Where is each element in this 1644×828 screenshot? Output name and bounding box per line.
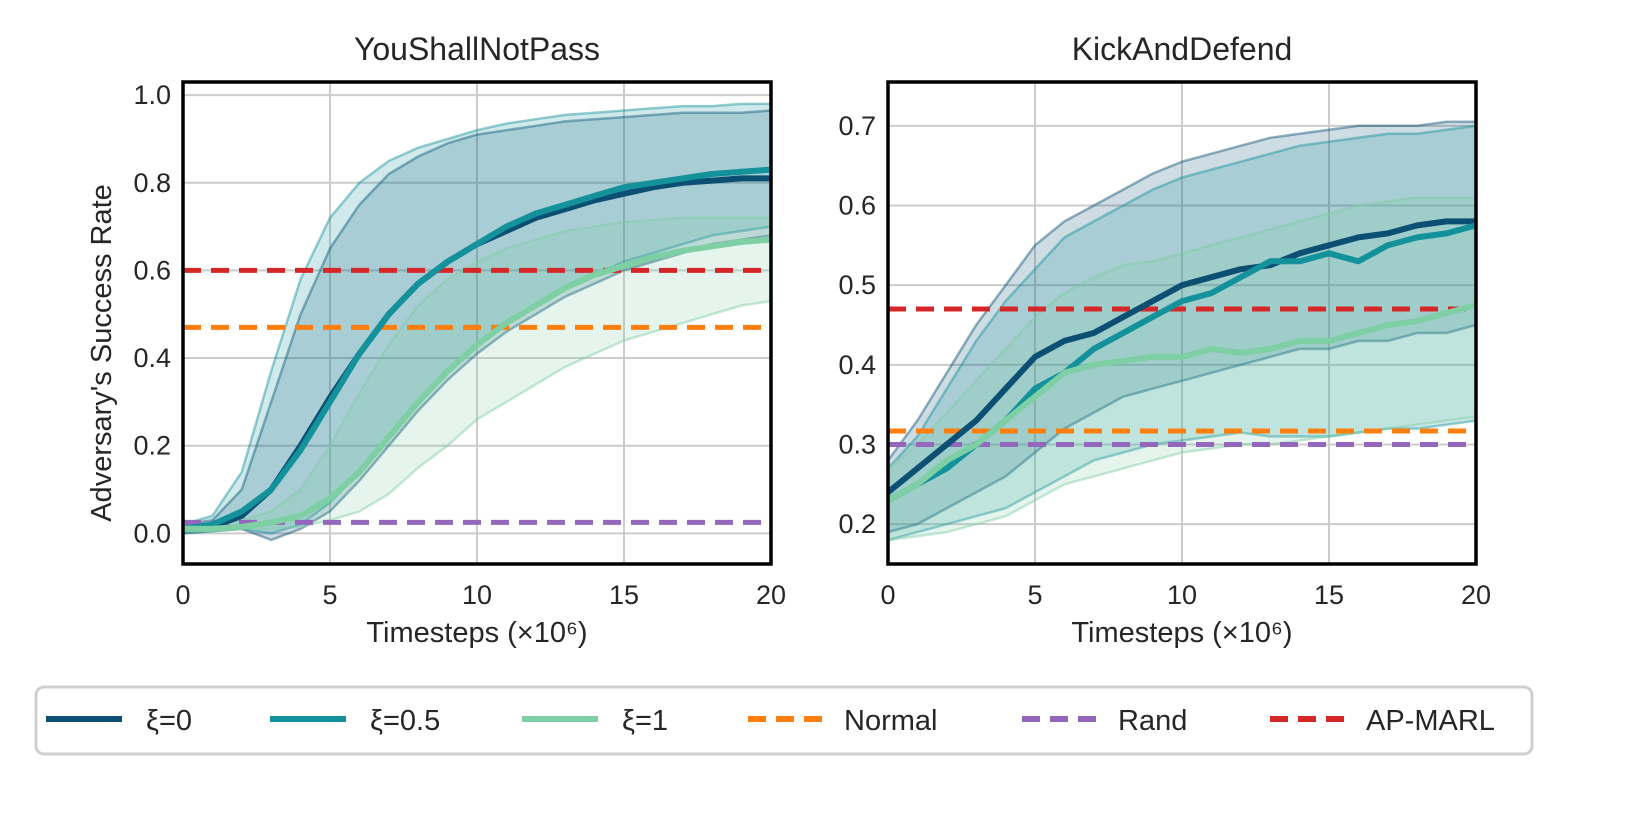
y-tick-label: 0.8 xyxy=(133,168,171,198)
y-tick-label: 0.0 xyxy=(133,518,171,548)
chart-kickanddefend: 0 5 10 15 20 0.2 0.3 0.4 0.5 0.6 0.7 KickAndDefend T… xyxy=(838,31,1491,649)
band-edge-upper-xi-0-5 xyxy=(888,124,1476,470)
line-xi-1 xyxy=(888,302,1476,503)
series-layer xyxy=(888,120,1476,542)
y-tick-label: 0.6 xyxy=(838,190,876,220)
legend-label-xi-0: ξ=0 xyxy=(146,705,192,737)
legend-label-ap-marl: AP-MARL xyxy=(1366,705,1495,737)
y-tick-label: 0.6 xyxy=(133,255,171,285)
x-tick-label: 10 xyxy=(1167,580,1197,610)
band-edge-upper-xi-0-5 xyxy=(183,102,771,526)
x-tick-label: 15 xyxy=(609,580,639,610)
x-tick-label: 20 xyxy=(756,580,786,610)
x-tick-label: 20 xyxy=(1461,580,1491,610)
x-tick-label: 0 xyxy=(880,580,895,610)
legend-label-normal: Normal xyxy=(844,705,937,737)
legend-label-xi-1: ξ=1 xyxy=(622,705,668,737)
band-edge-lower-xi-0 xyxy=(888,323,1476,534)
legend-label-rand: Rand xyxy=(1118,705,1187,737)
y-tick-label: 0.2 xyxy=(133,431,171,461)
band-xi-1 xyxy=(888,197,1476,541)
x-tick-label: 15 xyxy=(1314,580,1344,610)
x-tick-label: 5 xyxy=(1027,580,1042,610)
x-axis-label: Timesteps (×10⁶) xyxy=(1071,617,1292,649)
band-xi-0-5 xyxy=(888,125,1476,541)
band-edge-upper-xi-0 xyxy=(183,109,771,526)
line-xi-0-5 xyxy=(183,166,771,532)
y-tick-label: 1.0 xyxy=(133,80,171,110)
legend: ξ=0 ξ=0.5 ξ=1 Normal Rand AP-MARL xyxy=(34,685,1534,756)
band-xi-0-5 xyxy=(183,103,771,534)
band-xi-1 xyxy=(183,217,771,532)
y-tick-label: 0.3 xyxy=(838,429,876,459)
x-tick-label: 10 xyxy=(462,580,492,610)
chart-title: YouShallNotPass xyxy=(354,31,600,67)
plot-frame xyxy=(181,80,773,566)
y-tick-label: 0.7 xyxy=(838,111,876,141)
line-xi-1 xyxy=(183,236,771,532)
band-edge-upper-xi-1 xyxy=(888,196,1476,470)
band-edge-upper-xi-1 xyxy=(183,216,771,529)
series-layer xyxy=(183,102,771,542)
y-tick-label: 0.4 xyxy=(133,343,171,373)
x-tick-label: 0 xyxy=(175,580,190,610)
chart-title: KickAndDefend xyxy=(1072,31,1293,67)
plot-frame xyxy=(886,80,1478,566)
y-tick-label: 0.2 xyxy=(838,509,876,539)
y-tick-label: 0.4 xyxy=(838,350,876,380)
y-tick-label: 0.5 xyxy=(838,270,876,300)
legend-label-xi-0-5: ξ=0.5 xyxy=(370,705,440,737)
chart-youshallnotpass: 0 5 10 15 20 0.0 0.2 0.4 0.6 0.8 1.0 YouShallNotPas… xyxy=(86,31,786,649)
y-axis-label: Adversary's Success Rate xyxy=(86,184,118,522)
line-xi-0 xyxy=(888,218,1476,495)
x-axis-label: Timesteps (×10⁶) xyxy=(366,617,587,649)
band-edge-upper-xi-0 xyxy=(888,120,1476,462)
x-tick-label: 5 xyxy=(322,580,337,610)
